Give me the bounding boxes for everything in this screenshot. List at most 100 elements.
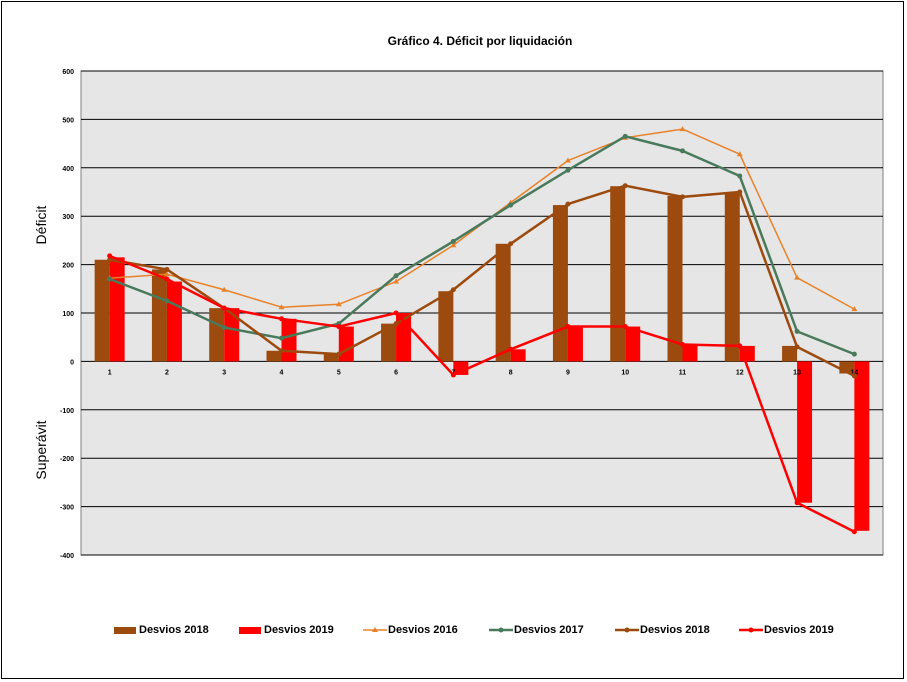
bar-desvios-2018 — [782, 345, 798, 362]
line-series-3 — [109, 254, 855, 533]
line-marker — [680, 341, 685, 347]
line-marker — [107, 257, 113, 263]
legend-label: Desvios 2016 — [388, 624, 458, 636]
x-tick-label: 1 — [108, 369, 112, 376]
y-tick-label: 500 — [62, 117, 74, 124]
legend-label: Desvios 2019 — [264, 624, 334, 636]
legend-item: Desvios 2018 — [614, 622, 710, 638]
x-tick-label: 6 — [394, 369, 398, 376]
bar-desvios-2019 — [109, 257, 125, 362]
line-marker — [794, 344, 800, 350]
y-tick-label: 0 — [70, 359, 74, 366]
line-marker — [736, 151, 743, 157]
legend-label: Desvios 2019 — [764, 624, 834, 636]
legend-swatch-line — [489, 627, 513, 633]
bar-desvios-2018 — [724, 193, 740, 362]
bar-desvios-2018 — [266, 350, 282, 362]
x-tick-label: 5 — [337, 369, 341, 376]
bar-desvios-2019 — [224, 308, 240, 362]
line-marker — [164, 266, 170, 272]
y-tick-label: 100 — [62, 311, 74, 318]
bar-desvios-2018 — [381, 323, 397, 362]
line-marker — [794, 274, 801, 280]
bar-desvios-2019 — [854, 361, 870, 531]
y-tick-label: -400 — [60, 553, 74, 560]
line-marker — [450, 242, 457, 248]
line-marker — [107, 253, 113, 259]
line-marker — [851, 306, 858, 312]
line-series-1 — [109, 135, 855, 356]
legend-item: Desvios 2016 — [362, 622, 458, 638]
bar-desvios-2019 — [625, 326, 641, 362]
x-tick-label: 14 — [850, 369, 858, 376]
bar-desvios-2019 — [453, 361, 469, 375]
y-tick-label: 600 — [62, 69, 74, 76]
legend-label: Desvios 2018 — [640, 624, 710, 636]
bar-desvios-2018 — [667, 195, 683, 362]
bar-desvios-2018 — [438, 291, 454, 362]
x-tick-label: 8 — [509, 369, 513, 376]
line-marker — [107, 276, 113, 282]
bar-desvios-2019 — [281, 318, 297, 362]
legend-label: Desvios 2018 — [139, 624, 209, 636]
line-marker — [164, 276, 170, 282]
line-marker — [450, 238, 456, 244]
line-marker — [737, 189, 743, 195]
y-axis-label-deficit: Déficit — [33, 205, 49, 244]
legend-swatch-bar — [114, 627, 136, 634]
x-tick-label: 3 — [222, 369, 226, 376]
line-marker — [335, 301, 342, 307]
line-marker — [279, 316, 284, 322]
bar-desvios-2018 — [323, 354, 339, 362]
bar-desvios-2018 — [209, 308, 225, 362]
legend-label: Desvios 2017 — [514, 624, 584, 636]
legend-item: Desvios 2019 — [238, 622, 334, 638]
line-marker — [564, 157, 571, 163]
line-marker — [221, 325, 227, 331]
line-marker — [622, 324, 628, 330]
line-marker — [851, 351, 857, 357]
x-tick-label: 11 — [679, 369, 687, 376]
line-marker — [622, 133, 628, 139]
line-marker — [565, 324, 571, 330]
line-marker — [737, 343, 743, 349]
y-tick-label: 300 — [62, 214, 74, 221]
line-marker — [163, 271, 170, 277]
line-marker — [164, 298, 170, 304]
line-marker — [737, 173, 743, 179]
legend-swatch-line — [615, 627, 639, 633]
line-marker — [278, 304, 285, 310]
y-tick-label: -100 — [60, 408, 74, 415]
bar-desvios-2018 — [552, 205, 568, 362]
line-marker — [565, 167, 571, 173]
x-tick-label: 9 — [566, 369, 570, 376]
line-marker — [393, 321, 399, 327]
line-marker — [221, 305, 227, 311]
x-tick-label: 10 — [621, 369, 629, 376]
y-tick-label: 200 — [62, 263, 74, 270]
line-marker — [622, 183, 628, 189]
legend-swatch-bar — [239, 627, 261, 634]
line-marker — [508, 346, 514, 352]
y-tick-label: 400 — [62, 166, 74, 173]
y-tick-label: -200 — [60, 456, 74, 463]
line-marker — [336, 351, 342, 357]
line-marker — [851, 529, 857, 535]
x-tick-label: 12 — [736, 369, 744, 376]
line-marker — [508, 241, 514, 247]
line-marker — [221, 286, 228, 292]
legend-swatch-line — [363, 627, 387, 632]
bar-desvios-2019 — [510, 349, 526, 362]
line-series-2 — [109, 184, 855, 378]
line-marker — [794, 328, 800, 334]
line-marker — [279, 348, 284, 354]
bar-desvios-2019 — [682, 344, 698, 362]
x-tick-label: 2 — [165, 369, 169, 376]
line-marker — [393, 273, 399, 279]
line-marker — [336, 324, 342, 330]
legend-swatch-line — [739, 627, 763, 633]
bar-desvios-2019 — [166, 281, 182, 362]
line-marker — [279, 335, 284, 341]
line-marker — [851, 373, 857, 379]
